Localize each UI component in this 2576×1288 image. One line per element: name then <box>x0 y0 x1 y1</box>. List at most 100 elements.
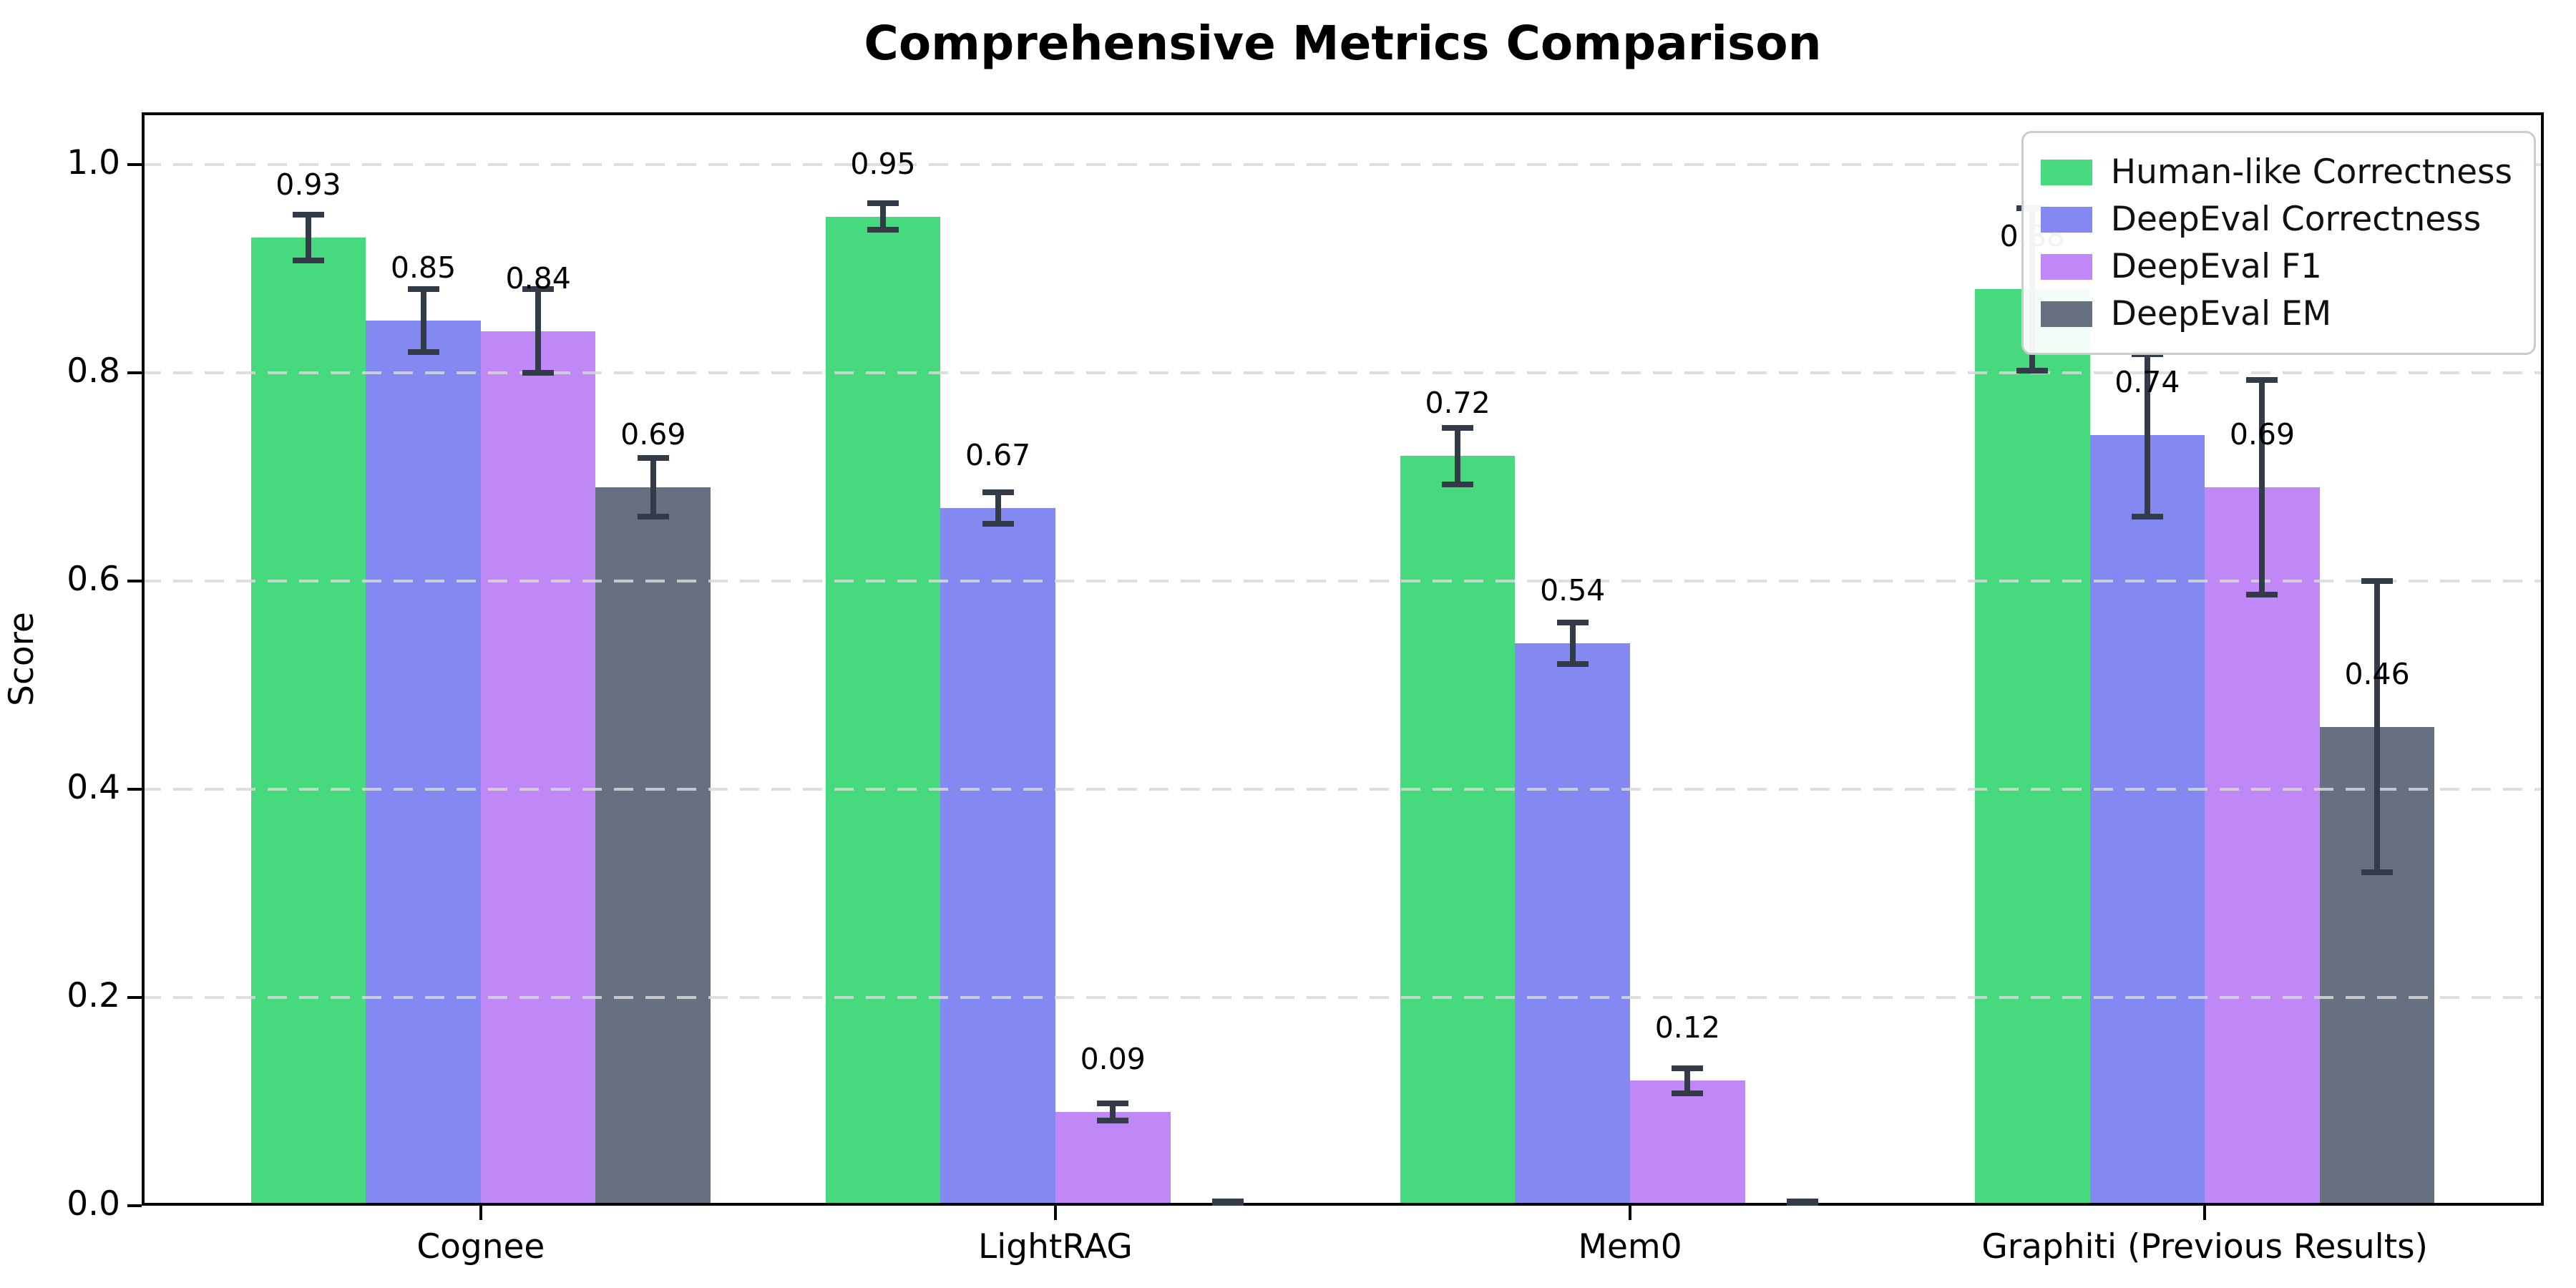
bar-value-label: 0.69 <box>2229 416 2296 452</box>
legend-item: DeepEval EM <box>2040 294 2512 333</box>
error-bar-cap-top <box>1097 1101 1129 1107</box>
bar <box>940 507 1055 1206</box>
legend-item: DeepEval F1 <box>2040 247 2512 286</box>
error-bar-cap-top <box>407 286 439 293</box>
error-bar-cap-bottom <box>1097 1117 1129 1123</box>
bar-value-label: 0.95 <box>850 146 916 181</box>
error-bar-cap-bottom <box>1672 1090 1704 1096</box>
error-bar-cap-bottom <box>1442 481 1474 487</box>
error-bar-cap-bottom <box>407 348 439 355</box>
legend: Human-like Correctness DeepEval Correctne… <box>2021 131 2536 355</box>
legend-item: DeepEval Correctness <box>2040 200 2512 239</box>
error-bar <box>650 458 656 517</box>
error-bar <box>1110 1103 1116 1121</box>
x-tick <box>1053 1206 1057 1220</box>
x-tick <box>479 1206 482 1220</box>
y-tick-label: 0.8 <box>67 351 120 391</box>
error-bar-cap-top <box>1556 620 1589 626</box>
error-bar <box>1684 1068 1691 1093</box>
legend-label: DeepEval Correctness <box>2110 200 2482 239</box>
error-bar <box>2259 379 2265 595</box>
legend-label: Human-like Correctness <box>2110 152 2512 192</box>
bar <box>1400 456 1516 1206</box>
y-tick <box>127 787 142 791</box>
error-bar <box>535 289 542 373</box>
error-bar-cap-top <box>637 455 669 462</box>
bar-value-label: 0.93 <box>275 167 341 202</box>
bar-value-label: 0.74 <box>2114 365 2180 400</box>
error-bar-cap-top <box>2246 376 2278 383</box>
bar-value-label: 0.84 <box>505 260 571 296</box>
error-bar <box>2374 580 2381 873</box>
error-bar-cap-top <box>1442 424 1474 431</box>
error-bar-cap-top <box>2361 577 2394 584</box>
y-tick <box>127 162 142 166</box>
y-tick <box>127 1204 142 1207</box>
error-bar-cap-bottom <box>2361 869 2394 876</box>
legend-swatch <box>2040 253 2092 280</box>
error-bar-cap-bottom <box>1556 661 1589 668</box>
x-tick-label: Mem0 <box>1578 1227 1682 1267</box>
x-tick <box>2203 1206 2207 1220</box>
error-bar-cap-bottom <box>982 520 1014 527</box>
y-tick <box>127 579 142 582</box>
error-bar-cap-bottom <box>292 257 324 263</box>
gridline <box>142 371 2544 374</box>
x-tick-label: Graphiti (Previous Results) <box>1981 1227 2428 1267</box>
legend-label: DeepEval F1 <box>2110 247 2322 286</box>
chart-title: Comprehensive Metrics Comparison <box>864 16 1822 71</box>
gridline <box>142 162 2544 166</box>
bar <box>595 487 711 1206</box>
error-bar-cap-bottom <box>1786 1200 1818 1206</box>
legend-swatch <box>2040 301 2092 327</box>
error-bar-cap-bottom <box>2246 591 2278 597</box>
bar-value-label: 0.69 <box>620 416 686 452</box>
bar <box>2089 435 2205 1206</box>
error-bar <box>305 214 311 260</box>
y-tick-label: 0.2 <box>67 975 120 1015</box>
bar-value-label: 0.09 <box>1080 1042 1146 1077</box>
bar-value-label: 0.54 <box>1540 573 1606 608</box>
error-bar-cap-top <box>292 211 324 218</box>
bar <box>1630 1080 1745 1206</box>
error-bar <box>995 492 1001 524</box>
y-tick-label: 1.0 <box>67 142 120 182</box>
error-bar-cap-bottom <box>1211 1200 1244 1206</box>
error-bar-cap-bottom <box>2131 513 2163 519</box>
bar <box>366 321 481 1206</box>
error-bar <box>2144 353 2150 517</box>
error-bar <box>1569 623 1576 665</box>
legend-swatch <box>2040 159 2092 185</box>
bar-value-label: 0.67 <box>965 437 1031 472</box>
error-bar <box>1455 427 1461 484</box>
x-tick-label: LightRAG <box>978 1227 1133 1267</box>
legend-label: DeepEval EM <box>2110 294 2332 333</box>
error-bar-cap-bottom <box>637 513 669 519</box>
error-bar-cap-top <box>867 200 899 206</box>
bar-value-label: 0.46 <box>2344 656 2410 691</box>
bar <box>480 331 596 1206</box>
legend-swatch <box>2040 206 2092 233</box>
bar <box>2205 487 2320 1206</box>
bar-value-label: 0.12 <box>1654 1010 1720 1045</box>
error-bar-cap-bottom <box>522 369 555 376</box>
bar-value-label: 0.72 <box>1425 386 1491 421</box>
bar <box>250 237 366 1206</box>
bar <box>1974 289 2090 1206</box>
error-bar <box>880 203 886 230</box>
x-tick <box>1629 1206 1632 1220</box>
bar <box>825 216 941 1206</box>
y-tick-label: 0.0 <box>67 1184 120 1224</box>
y-tick <box>127 995 142 999</box>
error-bar-cap-top <box>982 489 1014 496</box>
error-bar-cap-top <box>522 286 555 293</box>
x-tick-label: Cognee <box>416 1227 545 1267</box>
gridline <box>142 995 2544 999</box>
bar <box>1055 1112 1171 1206</box>
error-bar <box>420 289 426 352</box>
y-tick-label: 0.6 <box>67 559 120 599</box>
gridline <box>142 579 2544 582</box>
error-bar-cap-bottom <box>2016 367 2049 374</box>
bar <box>1515 643 1631 1206</box>
